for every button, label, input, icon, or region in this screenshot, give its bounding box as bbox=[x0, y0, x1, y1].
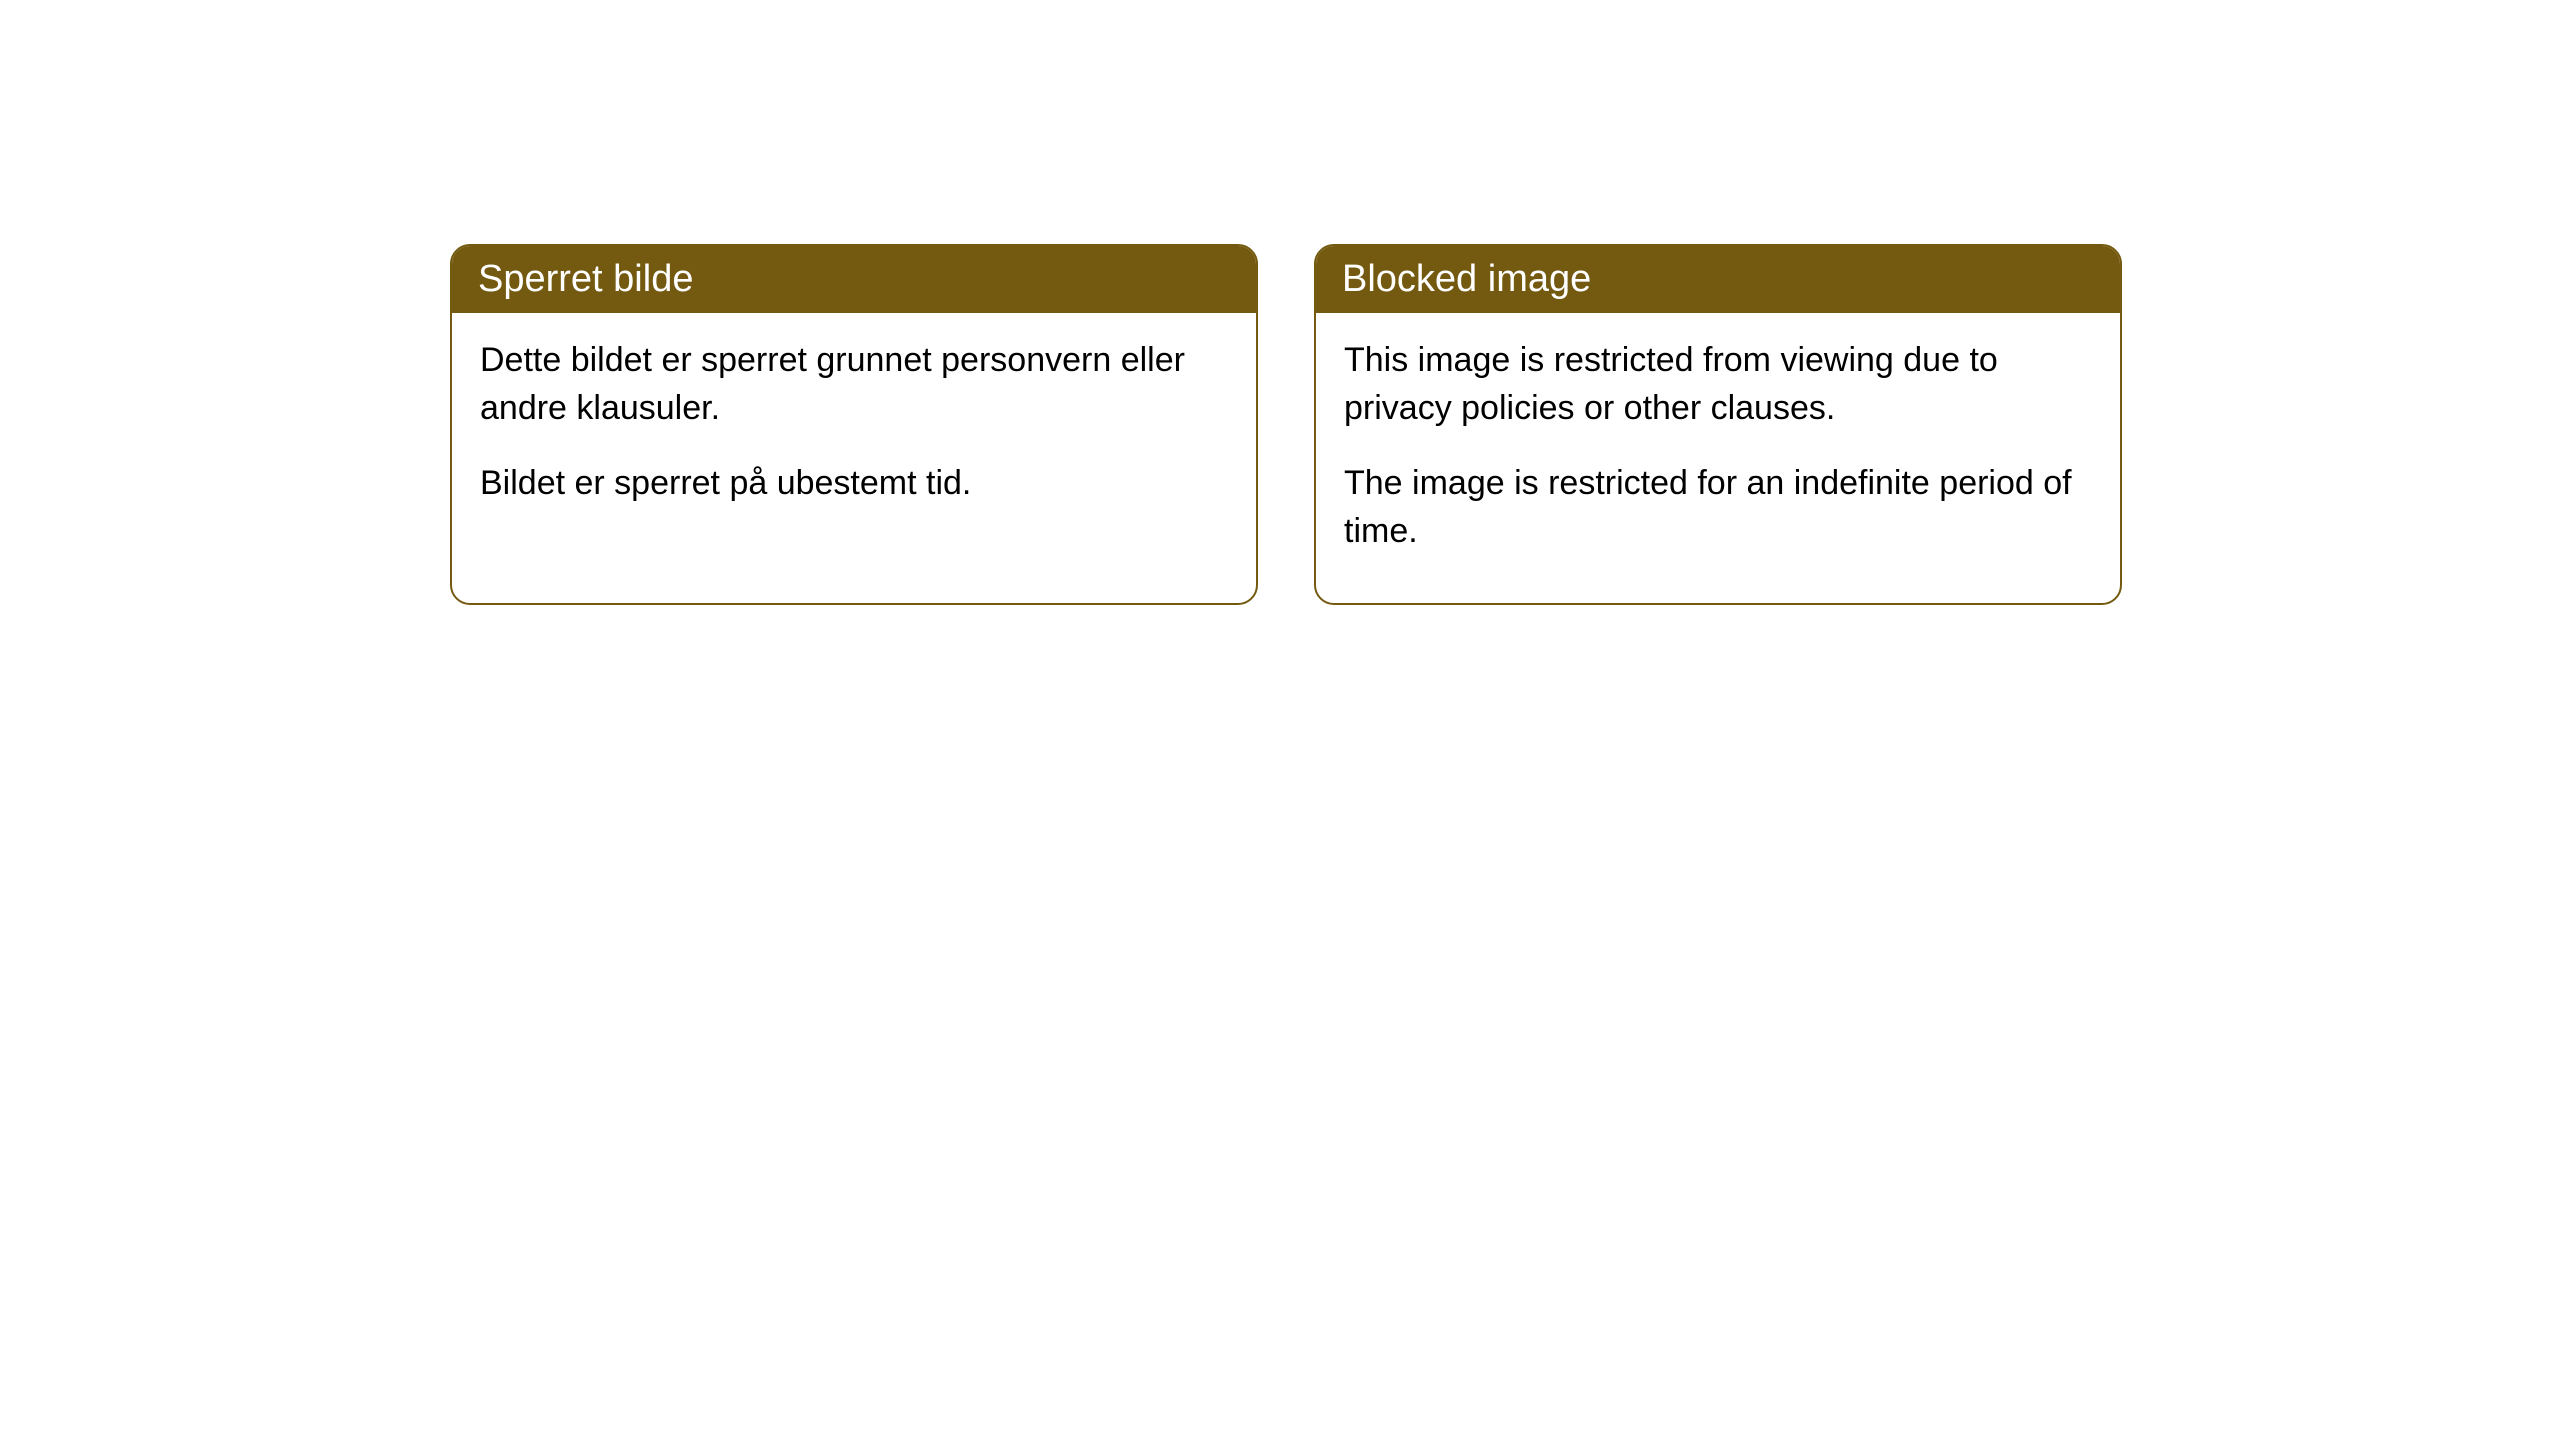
card-title: Sperret bilde bbox=[478, 258, 693, 300]
card-title: Blocked image bbox=[1342, 258, 1591, 300]
blocked-image-card-norwegian: Sperret bilde Dette bildet er sperret gr… bbox=[450, 244, 1258, 605]
blocked-image-card-english: Blocked image This image is restricted f… bbox=[1314, 244, 2122, 605]
card-paragraph: This image is restricted from viewing du… bbox=[1344, 337, 2092, 432]
card-body: This image is restricted from viewing du… bbox=[1316, 313, 2120, 603]
card-header: Sperret bilde bbox=[452, 246, 1256, 313]
card-body: Dette bildet er sperret grunnet personve… bbox=[452, 313, 1256, 556]
cards-container: Sperret bilde Dette bildet er sperret gr… bbox=[0, 0, 2560, 605]
card-header: Blocked image bbox=[1316, 246, 2120, 313]
card-paragraph: Bildet er sperret på ubestemt tid. bbox=[480, 460, 1228, 508]
card-paragraph: The image is restricted for an indefinit… bbox=[1344, 460, 2092, 555]
card-paragraph: Dette bildet er sperret grunnet personve… bbox=[480, 337, 1228, 432]
